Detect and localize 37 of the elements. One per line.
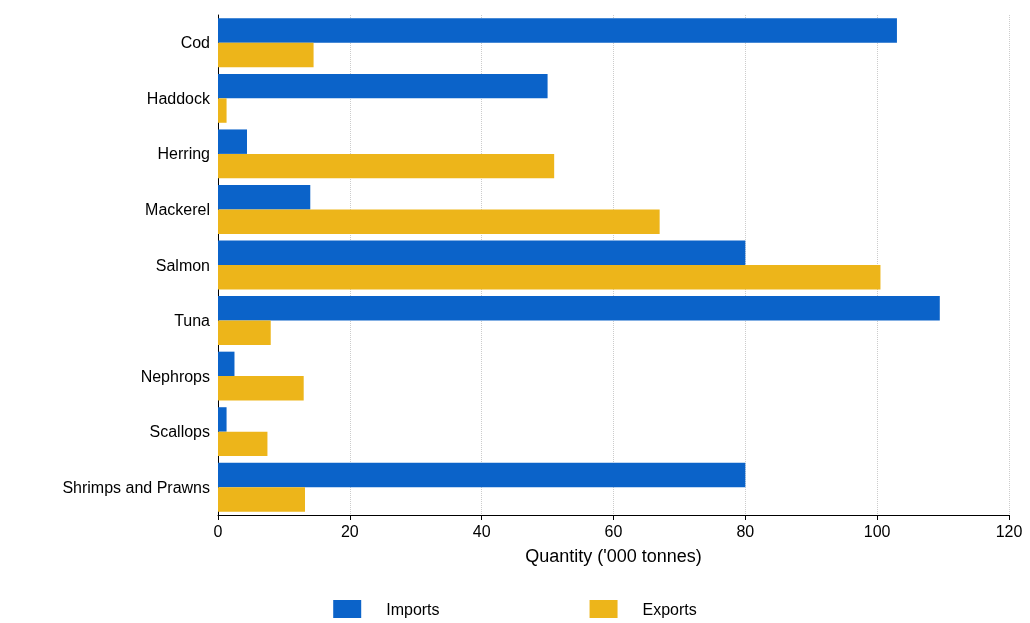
y-tick-label: Haddock: [146, 89, 211, 107]
bar: [218, 73, 548, 99]
bar: [218, 209, 660, 234]
y-tick-label: Tuna: [174, 312, 211, 330]
bar: [218, 462, 746, 488]
y-tick-label: Nephrops: [140, 367, 210, 385]
bar: [218, 185, 311, 210]
bar: [218, 320, 271, 345]
bar: [218, 153, 555, 179]
x-axis-title: Quantity ('000 tonnes): [525, 546, 702, 566]
x-tick-label: 120: [995, 522, 1023, 540]
x-tick-label: 60: [604, 522, 623, 540]
bar: [218, 351, 235, 377]
bar: [218, 240, 746, 265]
bar: [218, 376, 304, 401]
bar: [218, 431, 268, 457]
bar: [218, 18, 897, 43]
x-tick-label: 40: [472, 522, 491, 540]
x-tick-label: 0: [213, 522, 223, 540]
x-tick-label: 100: [863, 522, 891, 540]
y-tick-label: Cod: [180, 34, 210, 52]
y-tick-label: Shrimps and Prawns: [62, 478, 210, 496]
y-tick-label: Salmon: [155, 256, 210, 274]
legend-label: Imports: [386, 600, 440, 618]
legend-label: Exports: [642, 600, 697, 618]
bar: [218, 42, 314, 68]
bar: [218, 407, 227, 432]
bar: [218, 487, 306, 512]
y-tick-label: Scallops: [149, 423, 210, 441]
bar: [218, 265, 881, 290]
bar: [218, 129, 247, 154]
y-tick-label: Mackerel: [145, 200, 210, 218]
x-tick-label: 20: [340, 522, 359, 540]
bar: [218, 296, 940, 321]
bar: [218, 98, 227, 123]
x-tick-label: 80: [736, 522, 755, 540]
y-tick-label: Herring: [157, 145, 210, 163]
